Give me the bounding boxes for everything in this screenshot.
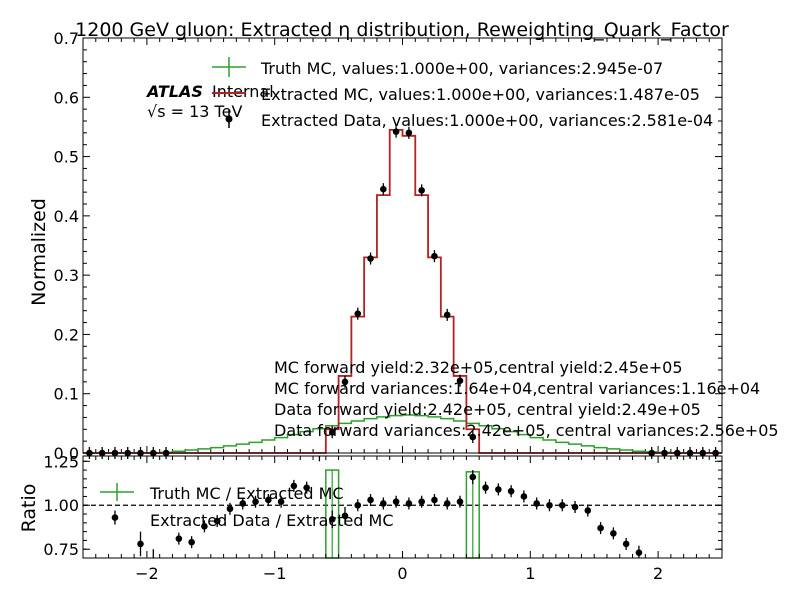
main-y-tick-label: 0.5 — [54, 148, 79, 167]
chart-title: 1200 GeV gluon: Extracted η distribution… — [75, 19, 729, 41]
ratio-data-point — [418, 498, 425, 506]
data-point — [328, 428, 336, 436]
ratio-x-tick-label: 0 — [397, 564, 407, 583]
ratio-data-point — [495, 486, 502, 493]
ratio-data-series — [111, 456, 643, 558]
main-legend: Truth MC, values:1.000e+00, variances:2.… — [212, 57, 713, 130]
data-point — [469, 433, 477, 441]
ratio-data-point — [137, 540, 144, 548]
ratio-data-point — [367, 496, 374, 504]
ratio-data-point — [507, 487, 515, 495]
ratio-data-point — [277, 498, 285, 506]
legend-data-marker — [225, 115, 233, 123]
ratio-data-point — [558, 501, 566, 509]
ratio-legend: Truth MC / Extracted MC Extracted Data /… — [100, 483, 394, 530]
annotation-mc-yield: MC forward yield:2.32e+05,central yield:… — [274, 358, 683, 377]
ratio-data-point — [239, 500, 247, 507]
data-point — [341, 378, 349, 386]
main-y-tick-label: 0.4 — [54, 207, 79, 226]
ratio-data-point — [188, 538, 195, 546]
ratio-data-point — [213, 517, 221, 525]
ratio-data-point — [290, 482, 298, 490]
ratio-data-point — [571, 503, 579, 511]
ratio-data-point — [520, 493, 528, 500]
atlas-status: Internal — [212, 82, 274, 101]
ratio-x-axis: −2 −1 0 1 2 — [82, 456, 723, 583]
data-point — [418, 187, 425, 194]
energy-label: √s = 13 TeV — [147, 102, 242, 121]
ratio-data-point — [546, 501, 553, 509]
ratio-data-point — [622, 540, 630, 548]
ratio-data-point — [175, 535, 183, 542]
annotation-data-yield: Data forward yield:2.42e+05, central yie… — [274, 400, 701, 419]
ratio-data-point — [201, 523, 208, 530]
main-y-tick-label: 0.1 — [54, 385, 79, 404]
ratio-data-point — [328, 516, 336, 523]
ratio-data-point — [392, 498, 400, 506]
ratio-y-tick-label: 1.00 — [43, 496, 79, 515]
data-point — [431, 252, 438, 260]
ratio-x-tick-label: 2 — [653, 564, 663, 583]
data-point — [443, 311, 451, 319]
yield-annotations: MC forward yield:2.32e+05,central yield:… — [274, 358, 779, 440]
ratio-data-point — [635, 549, 643, 557]
main-y-tick-label: 0.6 — [54, 88, 79, 107]
ratio-y-tick-label: 1.25 — [43, 452, 79, 471]
legend-mc-label: Extracted MC, values:1.000e+00, variance… — [261, 85, 700, 104]
legend-truth-label: Truth MC, values:1.000e+00, variances:2.… — [260, 59, 663, 78]
ratio-data-point — [265, 496, 272, 504]
truth-mc-step-line — [83, 414, 722, 454]
ratio-y-axis: 0.75 1.00 1.25 — [43, 452, 722, 559]
ratio-y-axis-label: Ratio — [18, 484, 40, 533]
ratio-data-point — [252, 498, 259, 506]
data-point — [405, 129, 413, 137]
main-frame — [82, 37, 723, 454]
data-point — [367, 255, 374, 262]
main-y-tick-label: 0.7 — [54, 29, 79, 48]
ratio-panel: 0.75 1.00 1.25 −2 −1 0 1 2 Ratio Truth MC / Ex… — [18, 452, 723, 583]
data-point — [456, 377, 464, 384]
main-y-axis: 0.0 0.1 0.2 0.3 0.4 0.5 0.6 0.7 — [54, 29, 722, 463]
ratio-y-tick-label: 0.75 — [43, 540, 79, 559]
ratio-data-point — [482, 484, 489, 491]
ratio-x-tick-label: −2 — [135, 564, 159, 583]
ratio-data-point — [610, 530, 617, 537]
ratio-legend-data-label: Extracted Data / Extracted MC — [150, 511, 394, 530]
ratio-data-point — [380, 500, 387, 507]
ratio-x-tick-label: 1 — [525, 564, 535, 583]
ratio-data-point — [303, 484, 310, 491]
ratio-data-point — [341, 512, 349, 520]
main-panel: 0.0 0.1 0.2 0.3 0.4 0.5 0.6 0.7 Normalized ATLA… — [28, 29, 779, 463]
atlas-label: ATLAS — [145, 82, 203, 101]
annotation-data-variances: Data forward variances:2.42e+05, central… — [274, 421, 779, 440]
ratio-data-point — [456, 498, 464, 506]
ratio-x-tick-label: −1 — [263, 564, 287, 583]
ratio-data-point — [443, 500, 451, 507]
legend-data-label: Extracted Data, values:1.000e+00, varian… — [261, 111, 713, 130]
ratio-data-point — [405, 500, 413, 507]
data-point — [392, 128, 400, 135]
main-y-tick-label: 0.3 — [54, 266, 79, 285]
ratio-data-point — [111, 514, 119, 521]
main-y-tick-label: 0.0 — [54, 444, 79, 463]
ratio-data-point — [597, 524, 604, 532]
ratio-data-point — [226, 505, 234, 513]
ratio-data-point — [533, 500, 540, 507]
main-y-tick-label: 0.2 — [54, 325, 79, 344]
ratio-data-point — [469, 473, 477, 481]
data-point — [354, 310, 362, 317]
main-y-axis-label: Normalized — [28, 198, 50, 306]
data-point — [380, 185, 387, 193]
ratio-data-point — [354, 501, 362, 509]
ratio-data-point — [584, 507, 592, 514]
annotation-mc-variances: MC forward variances:1.64e+04,central va… — [274, 379, 760, 398]
ratio-legend-truth-label: Truth MC / Extracted MC — [149, 484, 344, 503]
truth-mc-series — [83, 414, 722, 454]
ratio-data-point — [431, 496, 438, 504]
